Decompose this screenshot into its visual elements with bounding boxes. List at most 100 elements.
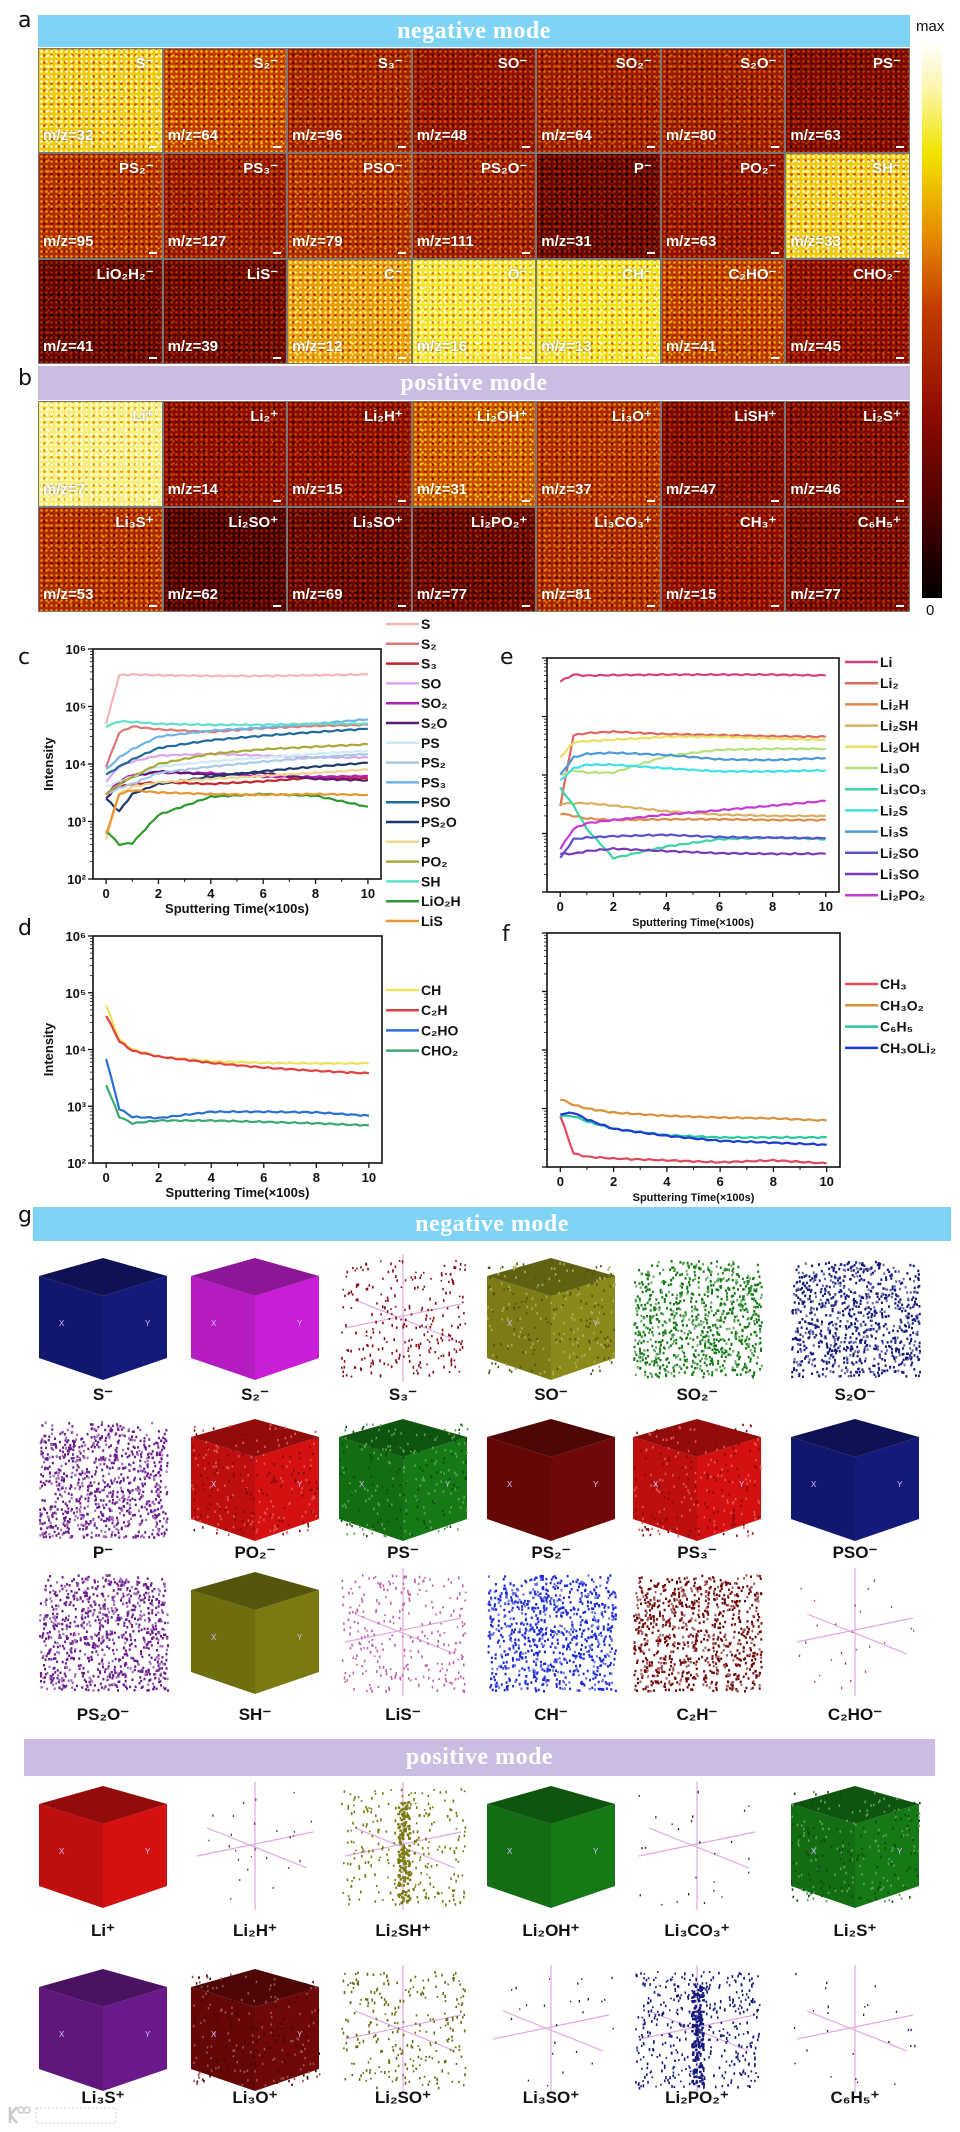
cube-face bbox=[191, 1258, 319, 1296]
y-tick-label: 10³ bbox=[67, 815, 86, 830]
cube-porous bbox=[633, 1574, 763, 1693]
species-label: CHO₂⁻ bbox=[853, 265, 901, 283]
x-tick-label: 4 bbox=[663, 899, 671, 914]
axis-lines-icon bbox=[344, 1254, 462, 1382]
cube-face bbox=[39, 1969, 167, 2007]
legend-item: Li₂PO₂ bbox=[845, 887, 925, 903]
y-tick-label: 10² bbox=[67, 872, 86, 887]
ion-image-tile: Li₂⁺ m/z=14 bbox=[162, 401, 288, 507]
cube-face bbox=[551, 1276, 615, 1380]
scale-bar bbox=[273, 146, 282, 149]
chart-c: 0 2 4 6 8 10 10² 10³ 10⁴ 10⁵ 10⁶ Sputtering Time(×1… bbox=[41, 616, 461, 929]
ion-image-tile: Li₃CO₃⁺ m/z=81 bbox=[536, 506, 661, 612]
ion-image-tile: C⁻ m/z=12 bbox=[287, 258, 412, 364]
legend-label: C₆H₅ bbox=[880, 1019, 913, 1035]
panel-label-e: e bbox=[500, 645, 514, 670]
species-label: Li₃S⁺ bbox=[115, 513, 154, 531]
scale-bar bbox=[273, 499, 282, 502]
cube-face bbox=[103, 1804, 167, 1908]
legend-item: PS₃ bbox=[386, 774, 446, 790]
ion-image-tile: S₂⁻ m/z=64 bbox=[162, 48, 288, 154]
species-label: SO₂⁻ bbox=[615, 55, 652, 72]
scale-bar bbox=[771, 146, 780, 149]
series-line-e bbox=[559, 799, 826, 850]
mz-label: m/z=96 bbox=[292, 127, 343, 145]
legend-label: C₂H bbox=[421, 1002, 447, 1018]
legend-item: S₃ bbox=[386, 656, 437, 672]
cube-face bbox=[255, 1590, 319, 1694]
scale-bar bbox=[895, 146, 904, 149]
mz-label: m/z=81 bbox=[541, 586, 592, 603]
ion-image-tile: Li₃S⁺ m/z=53 bbox=[38, 506, 163, 612]
mz-label: m/z=39 bbox=[167, 338, 219, 355]
legend-label: CH₃O₂ bbox=[880, 997, 924, 1013]
3d-species-label: PS₂⁻ bbox=[531, 1543, 571, 1562]
legend-item: Li₃O bbox=[845, 760, 910, 776]
ion-image-tile: PSO⁻ m/z=79 bbox=[287, 153, 412, 259]
ion-image-tile: PS₃⁻ m/z=127 bbox=[162, 153, 288, 259]
x-axis-marker: X bbox=[211, 2030, 217, 2039]
colorbar-min-label: 0 bbox=[926, 602, 935, 619]
series-line-c bbox=[105, 768, 368, 840]
scale-bar bbox=[646, 605, 655, 607]
y-axis-marker: Y bbox=[739, 1480, 745, 1489]
ion-image-tile: P⁻ m/z=31 bbox=[536, 153, 661, 259]
scale-bar bbox=[522, 499, 531, 502]
chart-f: 0 2 4 6 8 10 Sputtering Time(×100s) CH₃ CH₃O₂ C₆H… bbox=[542, 932, 936, 1204]
series-line-c bbox=[105, 752, 368, 783]
series-line-e bbox=[559, 735, 826, 759]
y-axis-marker: Y bbox=[897, 1847, 903, 1856]
series-line-c bbox=[105, 752, 369, 795]
mz-label: m/z=45 bbox=[790, 338, 841, 355]
legend-label: LiO₂H bbox=[421, 893, 461, 909]
axis-lines-icon bbox=[638, 1782, 756, 1910]
cube-porous bbox=[39, 1574, 169, 1692]
species-label: LiS⁻ bbox=[246, 265, 279, 283]
3d-species-label: Li₃CO₃⁺ bbox=[664, 1921, 730, 1940]
y-tick-label: 10⁴ bbox=[65, 757, 86, 772]
series-line-c bbox=[105, 742, 368, 796]
watermark-logo bbox=[8, 2106, 117, 2124]
mz-label: m/z=95 bbox=[43, 232, 94, 250]
x-tick-label: 8 bbox=[313, 1170, 320, 1185]
cube-sparse bbox=[341, 1254, 467, 1382]
cube-face bbox=[697, 1437, 761, 1541]
species-label: Li₃CO₃⁺ bbox=[594, 513, 652, 531]
series-line-c bbox=[105, 727, 368, 776]
species-label: PSO⁻ bbox=[363, 160, 403, 178]
x-tick-label: 4 bbox=[208, 1170, 216, 1185]
mz-label: m/z=12 bbox=[292, 338, 343, 355]
3d-species-label: SO⁻ bbox=[534, 1385, 568, 1404]
legend-label: P bbox=[421, 834, 430, 850]
ion-image-tile: LiSH⁺ m/z=47 bbox=[660, 401, 786, 507]
3d-species-label: S₃⁻ bbox=[388, 1385, 418, 1404]
cube-face bbox=[39, 1258, 167, 1296]
scale-bar bbox=[895, 499, 904, 502]
ion-image-tile: O⁻ m/z=16 bbox=[411, 258, 537, 364]
legend-item: Li₃SO bbox=[845, 866, 919, 882]
species-label: P⁻ bbox=[633, 160, 652, 178]
3d-species-label: PS₂O⁻ bbox=[76, 1705, 130, 1724]
mz-label: m/z=32 bbox=[43, 127, 94, 145]
y-axis-marker: Y bbox=[593, 1847, 599, 1856]
species-label: S₂O⁻ bbox=[740, 55, 777, 72]
scale-bar bbox=[771, 251, 780, 254]
x-tick-label: 8 bbox=[770, 1174, 777, 1189]
y-axis-marker: Y bbox=[593, 1319, 599, 1328]
legend-item: PS₂ bbox=[386, 755, 446, 771]
legend-item: Li₂OH bbox=[845, 739, 920, 755]
series-line-e bbox=[559, 730, 826, 807]
series-line-c bbox=[105, 749, 369, 788]
positive-mode-banner: positive mode bbox=[38, 366, 910, 400]
legend-item: LiS bbox=[386, 913, 443, 929]
legend-item: Li₂H bbox=[845, 696, 909, 712]
legend-item: SH bbox=[386, 873, 440, 889]
mz-label: m/z=13 bbox=[541, 338, 592, 355]
series-line-e bbox=[560, 846, 826, 856]
3d-species-label: LiS⁻ bbox=[385, 1705, 421, 1724]
y-tick-label: 10⁵ bbox=[65, 700, 86, 715]
ion-image-tile: PS⁻ m/z=63 bbox=[785, 48, 910, 154]
ion-image-tile: Li₂S⁺ m/z=46 bbox=[785, 401, 910, 507]
